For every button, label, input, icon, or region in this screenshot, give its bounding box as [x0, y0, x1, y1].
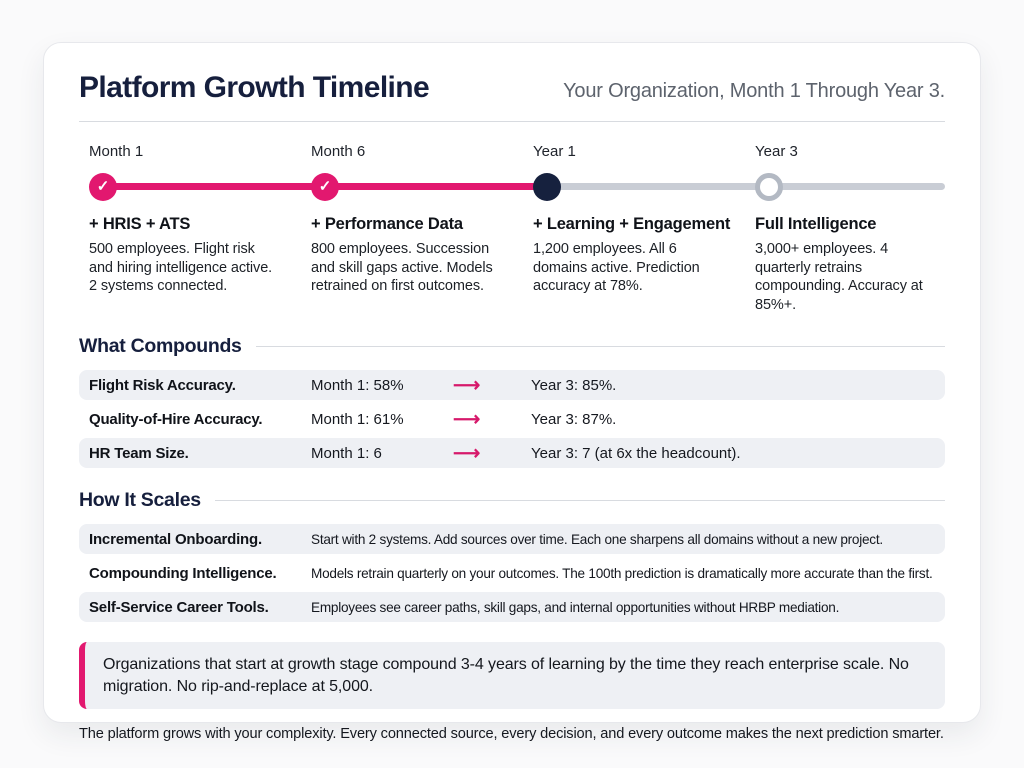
table-row: Self-Service Career Tools. Employees see…	[79, 592, 945, 623]
metric-end-value: Year 3: 7 (at 6x the headcount).	[531, 444, 741, 462]
card-header: Platform Growth Timeline Your Organizati…	[79, 71, 945, 122]
milestone-title: + Learning + Engagement	[533, 215, 731, 233]
arrow-right-icon: ⟶	[453, 408, 481, 430]
milestone-description: 800 employees. Succession and skill gaps…	[311, 241, 493, 295]
table-row: Compounding Intelligence. Models retrain…	[79, 558, 945, 588]
table-row: Flight Risk Accuracy. Month 1: 58% ⟶ Yea…	[79, 370, 945, 401]
what-compounds-section: What Compounds Flight Risk Accuracy. Mon…	[79, 335, 945, 469]
metric-start-value: Month 1: 6	[311, 444, 382, 462]
milestone-title: + Performance Data	[311, 215, 463, 233]
milestone-node-future	[755, 173, 783, 201]
milestone-description: 500 employees. Flight risk and hiring in…	[89, 241, 273, 295]
milestone-node-complete: ✓	[89, 173, 117, 201]
milestone-label: Month 6	[311, 143, 366, 160]
section-header: How It Scales	[79, 489, 945, 512]
metric-label: Flight Risk Accuracy.	[89, 376, 236, 394]
scale-feature-label: Incremental Onboarding.	[89, 530, 262, 548]
milestone-title: Full Intelligence	[755, 215, 877, 233]
section-title: How It Scales	[79, 489, 201, 512]
milestone-node-complete: ✓	[311, 173, 339, 201]
milestone-node-row	[533, 173, 745, 201]
milestone-label: Month 1	[89, 143, 144, 160]
metric-label: HR Team Size.	[89, 444, 189, 462]
growth-timeline-card: Platform Growth Timeline Your Organizati…	[43, 42, 981, 742]
milestone-label: Year 1	[533, 143, 576, 160]
page-title: Platform Growth Timeline	[79, 71, 430, 104]
table-row: HR Team Size. Month 1: 6 ⟶ Year 3: 7 (at…	[79, 438, 945, 469]
milestone-node-row	[755, 173, 945, 201]
metric-start-value: Month 1: 61%	[311, 410, 404, 428]
milestone-node-row: ✓	[89, 173, 301, 201]
arrow-right-icon: ⟶	[453, 442, 481, 464]
checkmark-icon: ✓	[96, 177, 110, 195]
scale-feature-description: Start with 2 systems. Add sources over t…	[311, 531, 883, 547]
milestone-year-1: Year 1 + Learning + Engagement 1,200 emp…	[523, 143, 745, 314]
milestone-node-row: ✓	[311, 173, 523, 201]
section-header: What Compounds	[79, 335, 945, 358]
how-it-scales-section: How It Scales Incremental Onboarding. St…	[79, 489, 945, 623]
section-divider	[255, 346, 945, 348]
metric-end-value: Year 3: 85%.	[531, 376, 617, 394]
milestone-year-3: Year 3 Full Intelligence 3,000+ employee…	[745, 143, 945, 314]
scale-feature-description: Employees see career paths, skill gaps, …	[311, 599, 840, 615]
milestone-title: + HRIS + ATS	[89, 215, 191, 233]
table-row: Quality-of-Hire Accuracy. Month 1: 61% ⟶…	[79, 404, 945, 434]
footer-note: The platform grows with your complexity.…	[79, 726, 944, 743]
checkmark-icon: ✓	[318, 177, 332, 195]
milestone-node-current	[533, 173, 561, 201]
scale-feature-description: Models retrain quarterly on your outcome…	[311, 565, 933, 581]
section-divider	[214, 500, 945, 502]
metric-end-value: Year 3: 87%.	[531, 410, 617, 428]
scale-feature-label: Self-Service Career Tools.	[89, 598, 269, 616]
milestone-label: Year 3	[755, 143, 798, 160]
metric-start-value: Month 1: 58%	[311, 376, 404, 394]
section-title: What Compounds	[79, 335, 242, 358]
page-subtitle: Your Organization, Month 1 Through Year …	[563, 80, 945, 102]
milestone-month-1: Month 1 ✓ + HRIS + ATS 500 employees. Fl…	[79, 143, 301, 314]
arrow-right-icon: ⟶	[453, 374, 481, 396]
timeline: Month 1 ✓ + HRIS + ATS 500 employees. Fl…	[79, 143, 945, 314]
table-row: Incremental Onboarding. Start with 2 sys…	[79, 524, 945, 555]
milestone-description: 1,200 employees. All 6 domains active. P…	[533, 241, 700, 295]
milestone-description: 3,000+ employees. 4 quarterly retrains c…	[755, 241, 923, 313]
milestone-month-6: Month 6 ✓ + Performance Data 800 employe…	[301, 143, 523, 314]
scale-feature-label: Compounding Intelligence.	[89, 564, 277, 582]
highlight-callout: Organizations that start at growth stage…	[79, 642, 945, 710]
metric-label: Quality-of-Hire Accuracy.	[89, 410, 263, 428]
